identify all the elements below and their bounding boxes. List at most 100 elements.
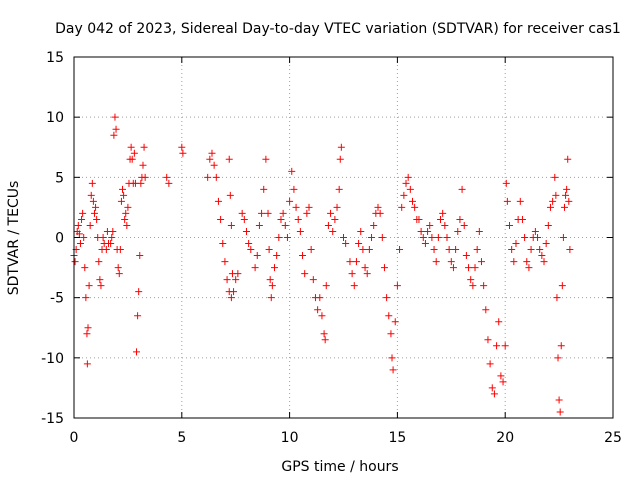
data-point	[402, 179, 410, 187]
data-point	[95, 258, 103, 266]
data-point	[549, 197, 557, 205]
data-point	[301, 270, 309, 278]
data-point	[426, 221, 434, 229]
data-point	[206, 155, 214, 163]
data-point	[96, 276, 104, 284]
data-series-sdtvar	[70, 113, 574, 416]
data-point	[542, 240, 550, 248]
data-point	[493, 342, 501, 350]
data-point	[437, 215, 445, 223]
data-point	[288, 167, 296, 175]
data-point	[406, 185, 414, 193]
data-point	[333, 203, 341, 211]
data-point	[123, 221, 131, 229]
data-point	[240, 215, 248, 223]
data-point	[540, 258, 548, 266]
data-point	[527, 246, 535, 254]
data-point	[119, 185, 127, 193]
data-point	[204, 173, 212, 181]
data-point	[273, 252, 281, 260]
data-point	[258, 209, 266, 217]
data-point	[400, 191, 408, 199]
data-point	[336, 155, 344, 163]
data-point	[292, 203, 300, 211]
data-point	[480, 282, 488, 290]
data-point	[75, 230, 83, 238]
data-point	[137, 179, 145, 187]
data-point	[83, 360, 91, 368]
data-point	[465, 264, 473, 272]
data-point	[564, 155, 572, 163]
data-point	[271, 264, 279, 272]
data-point	[296, 227, 304, 235]
data-point	[544, 221, 552, 229]
x-tick-label: 5	[177, 430, 186, 446]
data-point	[275, 234, 283, 241]
data-point	[368, 234, 376, 241]
data-point	[134, 312, 142, 320]
data-point	[554, 354, 562, 362]
data-point	[88, 179, 96, 187]
data-point	[361, 264, 369, 272]
tick-labels: 0 5 10 15 20 25 -15 -10 -5 0 5 10 15	[41, 50, 622, 446]
data-point	[238, 209, 246, 217]
data-point	[83, 330, 91, 338]
data-point	[226, 191, 234, 199]
data-point	[327, 209, 335, 217]
data-point	[560, 203, 568, 211]
data-point	[97, 282, 105, 290]
data-point	[555, 396, 563, 404]
data-point	[419, 234, 427, 241]
data-point	[458, 185, 466, 193]
data-point	[286, 197, 294, 205]
data-point	[210, 161, 218, 169]
data-point	[242, 227, 250, 235]
data-point	[267, 294, 275, 302]
x-axis-title: GPS time / hours	[281, 459, 398, 475]
data-point	[266, 276, 274, 284]
data-point	[346, 258, 354, 266]
data-point	[277, 215, 285, 223]
data-point	[111, 113, 119, 121]
data-point	[89, 197, 97, 205]
data-point	[421, 240, 429, 248]
data-point	[115, 270, 123, 278]
data-point	[121, 215, 129, 223]
data-point	[525, 264, 533, 272]
data-point	[503, 197, 511, 205]
data-point	[501, 342, 509, 350]
data-point	[531, 227, 539, 235]
data-point	[355, 240, 363, 248]
data-point	[283, 234, 291, 241]
data-point	[208, 149, 216, 157]
x-tick-label: 15	[388, 430, 406, 446]
data-point	[523, 258, 531, 266]
data-point	[214, 197, 222, 205]
data-point	[245, 240, 253, 248]
data-point	[521, 234, 529, 241]
data-point	[264, 209, 272, 217]
data-point	[460, 221, 468, 229]
data-point	[221, 258, 229, 266]
chart-title: Day 042 of 2023, Sidereal Day-to-day VTE…	[55, 21, 621, 37]
data-point	[93, 215, 101, 223]
data-point	[365, 246, 373, 254]
data-point	[340, 234, 347, 241]
data-point	[108, 234, 116, 241]
data-point	[294, 215, 302, 223]
data-point	[387, 330, 395, 338]
x-tick-label: 25	[604, 430, 622, 446]
data-point	[518, 215, 526, 223]
data-point	[393, 282, 401, 290]
data-point	[441, 221, 449, 229]
data-point	[90, 209, 98, 217]
data-point	[268, 282, 276, 290]
data-point	[124, 203, 132, 211]
data-point	[320, 330, 328, 338]
data-point	[467, 276, 475, 284]
x-tick-label: 20	[496, 430, 514, 446]
data-point	[324, 221, 332, 229]
grid-lines	[74, 57, 613, 418]
data-point	[253, 252, 261, 260]
data-point	[87, 191, 95, 199]
